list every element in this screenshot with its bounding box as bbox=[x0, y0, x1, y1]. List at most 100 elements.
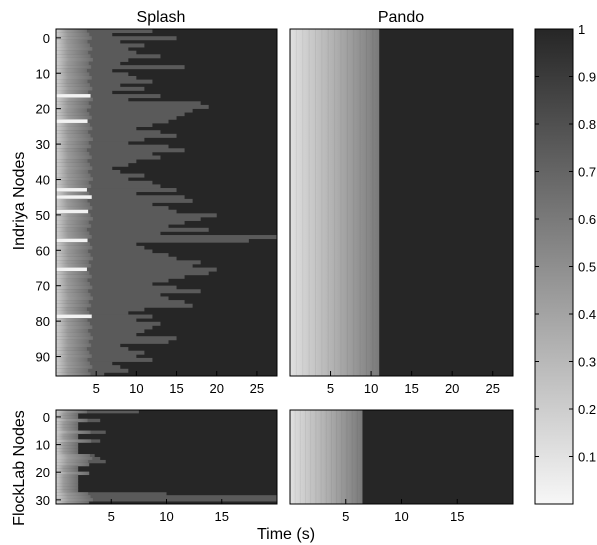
y-tick-label: 30 bbox=[36, 137, 50, 152]
node-row-lead bbox=[56, 177, 93, 182]
node-row-lead bbox=[56, 433, 79, 437]
node-row-bar bbox=[56, 347, 129, 352]
node-row-lead bbox=[56, 483, 79, 487]
node-row-bar bbox=[56, 267, 217, 272]
node-row-bar bbox=[56, 235, 277, 240]
completion-region bbox=[290, 29, 380, 376]
node-row-bar bbox=[56, 253, 169, 258]
node-row-bar bbox=[56, 191, 137, 196]
node-row-bar bbox=[56, 350, 145, 355]
node-row-lead bbox=[56, 94, 91, 99]
node-row-bar bbox=[56, 72, 129, 77]
node-row-lead bbox=[56, 430, 91, 434]
node-row-lead bbox=[56, 213, 91, 218]
node-row-lead bbox=[56, 220, 89, 225]
x-tick-label: 5 bbox=[327, 381, 334, 396]
node-row-lead bbox=[56, 184, 92, 189]
node-row-lead bbox=[56, 216, 93, 221]
node-row-lead bbox=[56, 119, 88, 124]
colorbar-tick-label: 0.1 bbox=[578, 450, 596, 465]
node-row-lead bbox=[56, 498, 93, 502]
node-row-lead bbox=[56, 357, 88, 362]
node-row-bar bbox=[56, 39, 121, 44]
x-tick-label: 10 bbox=[364, 381, 378, 396]
node-row-lead bbox=[56, 57, 93, 62]
y-tick-label: 90 bbox=[36, 350, 50, 365]
node-row-bar bbox=[56, 245, 145, 250]
node-row-lead bbox=[56, 155, 92, 160]
y-tick-label: 60 bbox=[36, 243, 50, 258]
y-tick-label: 20 bbox=[36, 465, 50, 480]
node-row-bar bbox=[56, 256, 177, 261]
y-tick-label: 80 bbox=[36, 314, 50, 329]
node-row-lead bbox=[56, 465, 79, 470]
completion-region bbox=[290, 410, 363, 504]
node-row-bar bbox=[56, 242, 137, 247]
node-row-bar bbox=[56, 495, 277, 499]
node-row-lead bbox=[56, 347, 87, 352]
y-tick-label: 10 bbox=[36, 66, 50, 81]
colorbar-tick-label: 0.9 bbox=[578, 70, 596, 85]
node-row-lead bbox=[56, 108, 87, 113]
node-row-lead bbox=[56, 263, 92, 268]
node-row-lead bbox=[56, 141, 89, 146]
node-row-lead bbox=[56, 354, 92, 359]
node-row-lead bbox=[56, 459, 89, 464]
x-tick-label: 15 bbox=[169, 381, 183, 396]
node-row-lead bbox=[56, 321, 90, 326]
colorbar-tick-label: 1 bbox=[578, 22, 585, 37]
panel-frame bbox=[289, 28, 514, 377]
node-row-lead bbox=[56, 43, 90, 48]
node-row-bar bbox=[56, 79, 153, 84]
node-row-lead bbox=[56, 436, 79, 440]
node-row-lead bbox=[56, 412, 79, 417]
node-row-lead bbox=[56, 101, 89, 106]
x-tick-label: 15 bbox=[450, 509, 464, 524]
node-row-bar bbox=[56, 282, 153, 287]
colorbar-tick-label: 0.3 bbox=[578, 355, 596, 370]
node-row-bar bbox=[56, 368, 129, 373]
node-row-lead bbox=[56, 238, 88, 243]
node-row-bar bbox=[56, 329, 145, 334]
splash-indriya-panel: 5 10 15 20 25 0 10 20 30 40 50 60 70 80 90 bbox=[36, 28, 278, 396]
node-row-bar bbox=[56, 122, 153, 127]
colorbar-tick-label: 0.6 bbox=[578, 212, 596, 227]
node-row-lead bbox=[56, 188, 87, 193]
node-row-lead bbox=[56, 332, 91, 337]
node-row-bar bbox=[56, 303, 193, 308]
node-row-lead bbox=[56, 36, 92, 41]
node-row-lead bbox=[56, 112, 90, 117]
x-tick-label: 5 bbox=[93, 381, 100, 396]
x-tick-label: 20 bbox=[209, 381, 223, 396]
node-row-lead bbox=[56, 209, 89, 214]
node-row-lead bbox=[56, 231, 90, 236]
node-row-bar bbox=[56, 108, 193, 113]
node-row-bar bbox=[56, 104, 209, 109]
node-row-bar bbox=[56, 410, 139, 414]
node-row-bar bbox=[56, 65, 185, 70]
node-row-bar bbox=[56, 325, 153, 330]
node-row-lead bbox=[56, 202, 90, 207]
node-row-lead bbox=[56, 489, 79, 493]
node-row-lead bbox=[56, 65, 92, 70]
colorbar: 0.1 0.2 0.3 0.4 0.5 0.6 0.7 0.8 0.9 1 bbox=[534, 22, 596, 505]
node-row-lead bbox=[56, 278, 88, 283]
flocklab-ylabel: FlockLab Nodes bbox=[11, 410, 28, 526]
node-row-lead bbox=[56, 439, 92, 443]
node-row-lead bbox=[56, 68, 87, 73]
x-tick-label: 15 bbox=[404, 381, 418, 396]
node-row-lead bbox=[56, 307, 87, 312]
node-row-bar bbox=[56, 492, 167, 496]
node-row-lead bbox=[56, 329, 89, 334]
node-row-lead bbox=[56, 126, 93, 131]
node-row-bar bbox=[56, 310, 129, 315]
node-row-bar bbox=[56, 289, 201, 294]
node-row-lead bbox=[56, 445, 79, 449]
node-row-lead bbox=[56, 271, 90, 276]
node-row-lead bbox=[56, 50, 89, 55]
node-row-bar bbox=[56, 86, 145, 91]
node-row-lead bbox=[56, 47, 93, 52]
y-tick-label: 70 bbox=[36, 279, 50, 294]
node-row-bar bbox=[56, 227, 209, 232]
node-row-bar bbox=[56, 29, 153, 34]
